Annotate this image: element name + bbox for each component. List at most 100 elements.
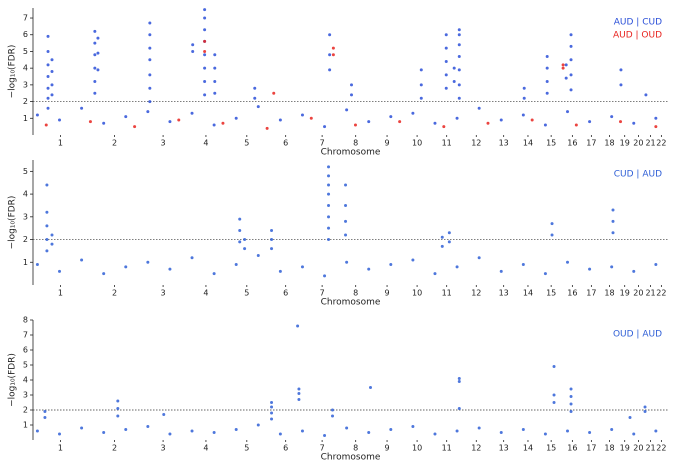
legend-entry: AUD | OUD (613, 31, 662, 41)
data-point (654, 125, 658, 129)
data-point (545, 66, 549, 70)
data-point (148, 21, 152, 25)
x-tick-label: 15 (546, 444, 556, 453)
data-point (569, 395, 573, 398)
data-point (588, 267, 592, 271)
data-point (543, 432, 547, 436)
data-point (191, 49, 195, 53)
data-point (327, 174, 331, 178)
x-tick-label: 7 (320, 139, 325, 148)
data-point (146, 425, 150, 428)
data-point (499, 269, 503, 273)
data-point (330, 414, 334, 418)
y-tick-label: 6 (23, 346, 28, 355)
data-point (521, 263, 525, 267)
x-tick-label: 6 (283, 444, 288, 453)
data-point (368, 386, 372, 389)
data-point (278, 118, 282, 122)
data-point (327, 238, 331, 242)
data-point (442, 125, 446, 129)
data-point (611, 219, 615, 223)
data-point (550, 233, 554, 237)
data-point (457, 380, 461, 383)
data-point (457, 96, 461, 100)
data-point (564, 76, 568, 80)
data-point (297, 398, 301, 401)
data-point (116, 407, 120, 410)
data-point (447, 240, 451, 244)
data-point (367, 120, 371, 124)
data-point (345, 426, 349, 430)
data-point (58, 432, 62, 436)
data-point (102, 121, 106, 125)
data-point (272, 91, 276, 95)
y-tick-label: 4 (23, 190, 28, 199)
y-tick-label: 3 (23, 391, 28, 400)
data-point (265, 126, 269, 130)
data-point (93, 91, 97, 95)
x-tick-label: 10 (412, 289, 422, 298)
data-point (344, 183, 348, 187)
data-point (444, 59, 448, 63)
data-point (455, 265, 459, 269)
data-point (43, 416, 47, 419)
data-point (328, 53, 332, 57)
data-point (50, 70, 54, 73)
y-axis-label: −log₁₀(FDR) (8, 353, 18, 407)
data-point (569, 387, 573, 391)
data-point (444, 33, 448, 37)
data-point (203, 16, 207, 20)
data-point (543, 123, 547, 127)
x-tick-label: 9 (385, 139, 390, 148)
x-tick-label: 18 (604, 444, 614, 453)
data-point (522, 96, 526, 100)
data-point (522, 86, 526, 90)
data-point (344, 219, 348, 223)
data-point (46, 86, 50, 90)
x-tick-label: 6 (283, 139, 288, 148)
data-point (50, 83, 54, 87)
data-point (50, 93, 54, 97)
x-tick-label: 19 (620, 289, 630, 298)
x-tick-label: 17 (586, 444, 596, 453)
data-point (80, 426, 84, 430)
x-tick-label: 12 (471, 444, 481, 453)
x-tick-label: 1 (58, 289, 63, 298)
data-point (80, 106, 84, 110)
data-point (569, 44, 573, 48)
data-point (133, 125, 137, 129)
data-point (300, 113, 304, 117)
data-point (46, 63, 50, 67)
x-tick-label: 22 (656, 289, 666, 298)
data-point (45, 249, 49, 253)
data-point (221, 121, 225, 125)
data-point (46, 96, 50, 100)
data-point (253, 86, 257, 90)
x-tick-label: 8 (353, 289, 358, 298)
data-point (46, 106, 50, 110)
data-point (212, 272, 216, 276)
data-point (190, 429, 194, 433)
data-point (191, 43, 195, 47)
data-point (644, 93, 648, 97)
x-tick-label: 13 (499, 289, 509, 298)
data-point (296, 324, 300, 328)
data-point (203, 80, 207, 84)
data-point (349, 93, 353, 97)
data-point (148, 33, 152, 37)
data-point (93, 66, 97, 70)
x-tick-label: 5 (244, 139, 249, 148)
data-point (619, 68, 623, 72)
x-tick-label: 8 (353, 139, 358, 148)
y-tick-label: 4 (23, 376, 28, 385)
x-tick-label: 13 (499, 444, 509, 453)
data-point (588, 120, 592, 124)
data-point (455, 116, 459, 120)
data-point (545, 54, 549, 58)
data-point (203, 28, 207, 32)
data-point (238, 217, 242, 221)
data-point (213, 53, 217, 57)
data-point (389, 428, 393, 431)
